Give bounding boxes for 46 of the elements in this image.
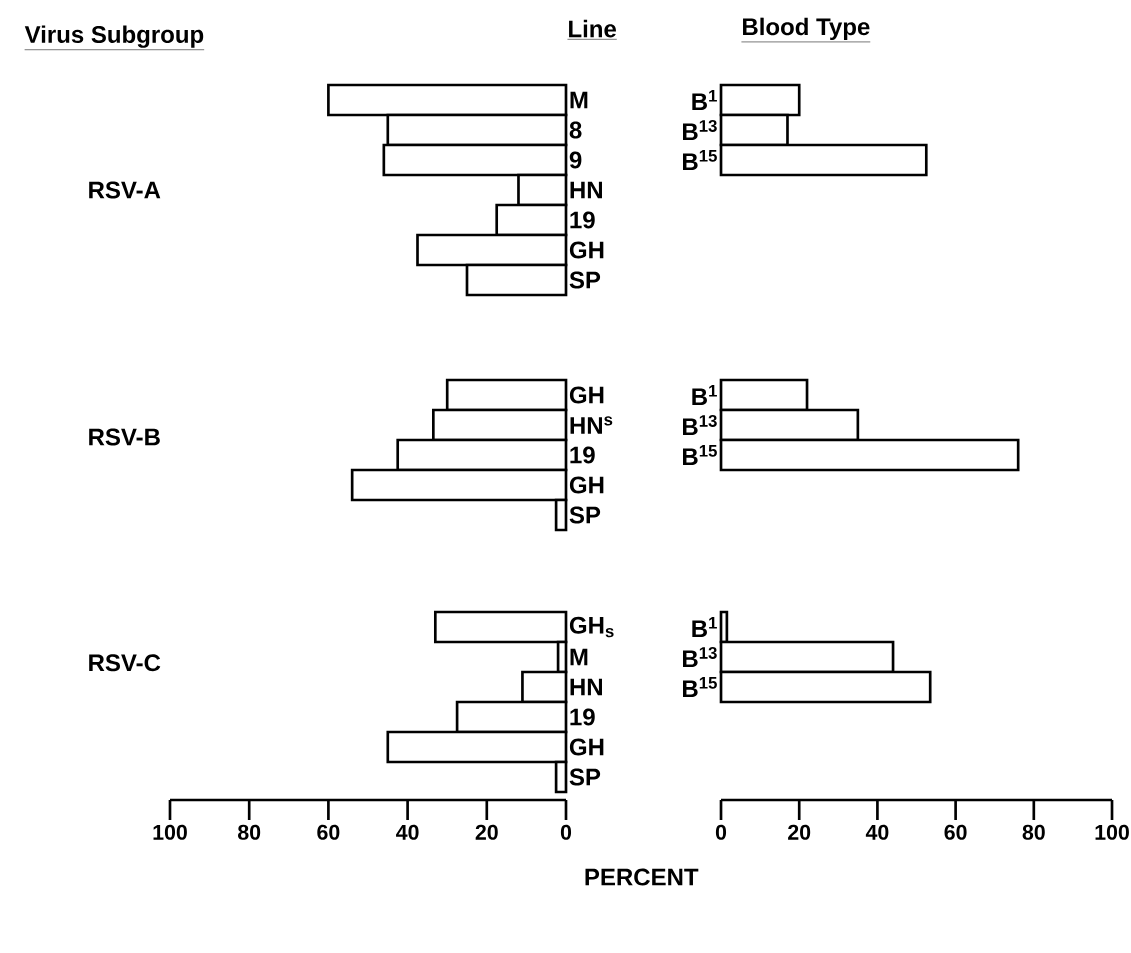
x-tick-label: 100: [153, 824, 187, 840]
y-tick-label: B$^{1}$: [692, 90, 717, 110]
x-tick-label: 20: [475, 824, 498, 840]
y-tick-label: HN$^{s}$: [570, 416, 613, 434]
y-tick-label: GH: [569, 386, 604, 404]
x-axis-title: PERCENT: [585, 868, 699, 886]
y-tick-label: B$^{13}$: [683, 646, 717, 668]
y-tick-label: 9: [569, 151, 582, 169]
y-axis-title: RSV-C: [89, 654, 161, 672]
y-tick-label: B$^{1}$: [692, 385, 717, 405]
x-tick-label: 20: [788, 824, 811, 840]
y-axis-title: RSV-B: [89, 428, 160, 446]
y-tick-label: B$^{15}$: [683, 677, 717, 697]
chart-title: Line: [569, 19, 616, 38]
x-tick-label: 0: [715, 824, 727, 840]
y-tick-label: SP: [569, 768, 601, 786]
x-tick-label: 0: [560, 824, 572, 840]
x-tick-label: 60: [944, 824, 967, 840]
y-tick-label: HN: [570, 181, 602, 199]
chart-title: Blood Type: [743, 17, 870, 41]
y-axis-title: RSV-A: [89, 181, 161, 199]
y-tick-label: 8: [569, 121, 582, 139]
y-tick-label: SP: [569, 271, 601, 289]
y-tick-label: B$^{15}$: [683, 445, 717, 465]
y-tick-label: GH: [569, 241, 604, 259]
x-tick-label: 80: [1022, 824, 1045, 840]
y-tick-label: GH: [569, 476, 604, 494]
x-tick-label: 60: [317, 824, 340, 840]
y-tick-label: M: [570, 648, 588, 666]
y-tick-label: B$^{1}$: [692, 617, 717, 637]
x-tick-label: 80: [238, 824, 261, 840]
y-tick-label: GH: [569, 738, 604, 756]
y-tick-label: B$^{13}$: [683, 414, 717, 436]
y-tick-label: 19: [570, 211, 595, 229]
y-tick-label: SP: [569, 506, 601, 524]
x-tick-label: 100: [1095, 824, 1129, 840]
y-tick-label: B$^{15}$: [683, 150, 717, 170]
text: Virus Subgroup: [24, 25, 204, 48]
y-tick-label: GH$_{s}$: [569, 616, 614, 638]
y-tick-label: B$^{13}$: [683, 119, 717, 141]
x-tick-label: 40: [865, 824, 889, 840]
x-tick-label: 40: [396, 824, 419, 840]
y-tick-label: 19: [570, 708, 595, 726]
y-tick-label: HN: [570, 678, 602, 696]
y-tick-label: M: [570, 91, 588, 109]
y-tick-label: 19: [570, 446, 595, 464]
